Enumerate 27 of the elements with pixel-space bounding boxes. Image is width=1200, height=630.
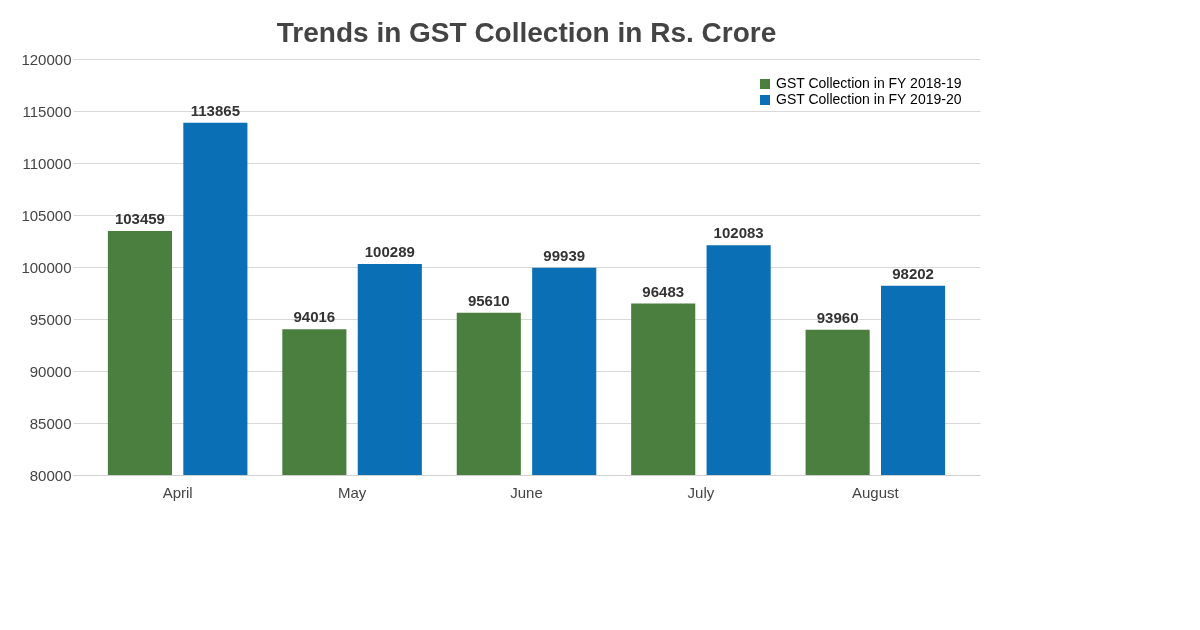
y-tick-label: 80000 [29, 466, 72, 484]
y-tick-label: 110000 [22, 154, 72, 172]
y-tick-label: 120000 [21, 50, 72, 68]
y-tick-label: 115000 [22, 102, 72, 120]
x-tick-label: June [510, 483, 543, 501]
data-label: 103459 [114, 210, 165, 228]
data-label: 100289 [364, 242, 415, 260]
y-tick-label: 100000 [21, 258, 72, 276]
x-tick-label: July [687, 483, 715, 501]
data-label: 98202 [892, 264, 934, 282]
data-label: 94016 [293, 308, 336, 326]
y-tick-label: 105000 [21, 206, 72, 224]
data-label: 113865 [190, 101, 240, 119]
data-label: 96483 [642, 282, 685, 300]
legend-label: GST Collection in FY 2018-19 [776, 75, 962, 91]
x-tick-label: May [337, 483, 367, 501]
data-label: 99939 [543, 246, 586, 264]
data-label: 102083 [713, 224, 764, 242]
data-label: 93960 [816, 308, 859, 326]
x-tick-label: August [851, 483, 900, 501]
chart-title: Trends in GST Collection in Rs. Crore [276, 17, 777, 48]
legend-label: GST Collection in FY 2019-20 [776, 91, 962, 107]
data-label: 95610 [467, 291, 510, 309]
y-tick-label: 95000 [29, 310, 72, 328]
x-tick-label: April [162, 483, 193, 501]
y-tick-label: 90000 [29, 362, 72, 380]
y-tick-label: 85000 [29, 414, 72, 432]
